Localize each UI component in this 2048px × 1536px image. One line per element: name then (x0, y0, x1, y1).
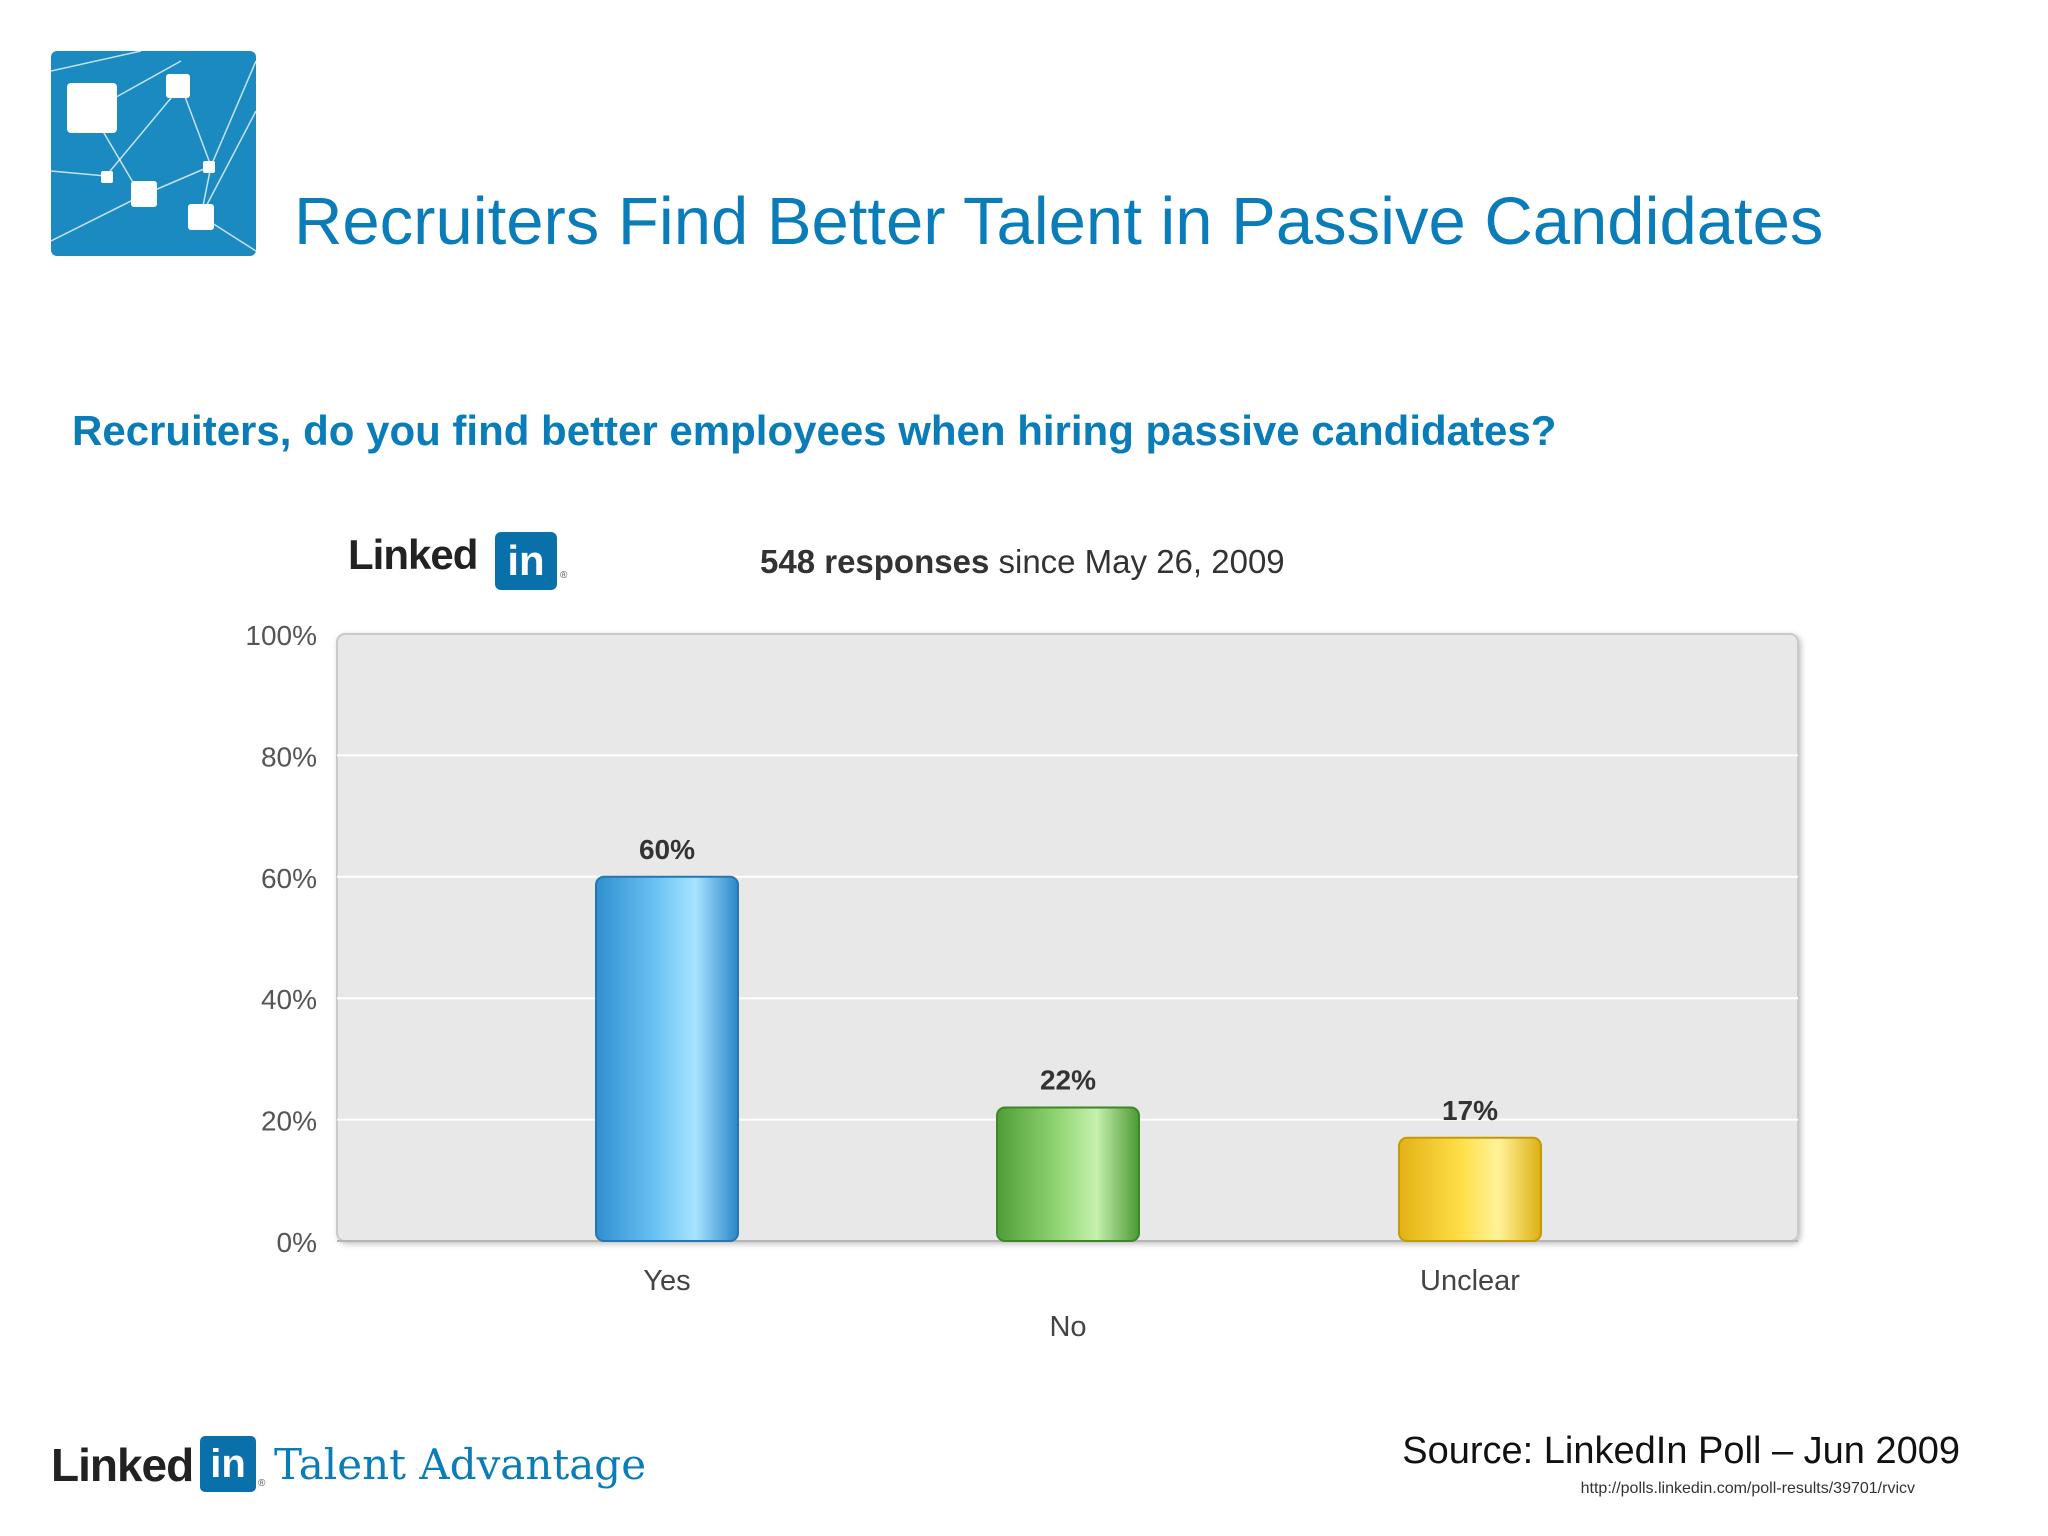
category-label: Unclear (1420, 1265, 1520, 1297)
linkedin-in-badge: in (495, 532, 557, 590)
value-label: 60% (639, 834, 695, 865)
footer-registered-mark: ® (258, 1478, 266, 1489)
y-tick-label: 40% (261, 984, 317, 1015)
network-graphic (51, 51, 256, 252)
source-url: http://polls.linkedin.com/poll-results/3… (1580, 1480, 1915, 1497)
category-label: Yes (643, 1265, 690, 1297)
footer-linkedin-word: Linked (51, 1439, 194, 1491)
value-label: 22% (1040, 1064, 1096, 1095)
poll-bar-chart: 0% 20% 40% 60% 80% 100% 60% Yes 22% No 17% Unclear (245, 620, 1799, 1343)
y-tick-label: 60% (261, 863, 317, 894)
linkedin-logo-word: Linked (348, 531, 478, 578)
footer-product-name: Talent Advantage (274, 1440, 647, 1489)
value-label: 17% (1442, 1095, 1498, 1126)
slide-title: Recruiters Find Better Talent in Passive… (294, 184, 1824, 259)
category-label: No (1049, 1311, 1086, 1343)
y-tick-label: 0% (277, 1227, 317, 1258)
source-citation: Source: LinkedIn Poll – Jun 2009 (1402, 1430, 1960, 1472)
bar-yes (595, 875, 739, 1242)
responses-since: since May 26, 2009 (989, 543, 1285, 580)
poll-question: Recruiters, do you find better employees… (72, 407, 1557, 454)
bar-no (996, 1106, 1140, 1242)
y-tick-label: 100% (245, 620, 317, 651)
bar-unclear (1398, 1136, 1542, 1243)
y-tick-label: 80% (261, 741, 317, 772)
responses-summary: 548 responses since May 26, 2009 (760, 545, 1285, 578)
network-logo-icon (51, 51, 256, 256)
footer-linkedin-in-badge: in (200, 1436, 256, 1492)
y-tick-label: 20% (261, 1106, 317, 1137)
registered-mark: ® (560, 570, 568, 581)
responses-count: 548 responses (760, 543, 990, 580)
